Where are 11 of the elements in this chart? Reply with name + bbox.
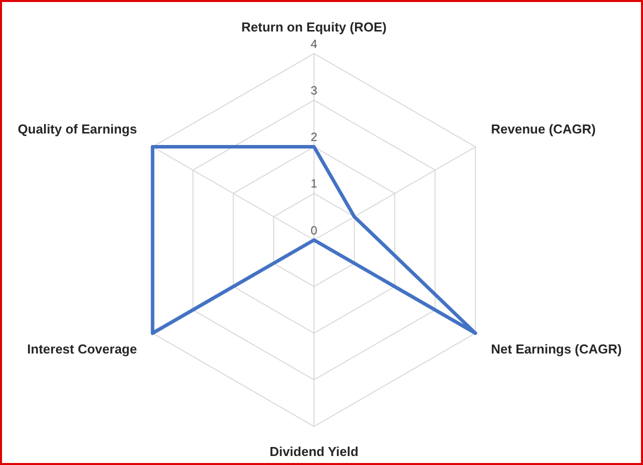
y-tick-label: 0 bbox=[310, 223, 318, 238]
y-tick-label: 1 bbox=[310, 176, 318, 191]
spoke-label: Quality of Earnings bbox=[18, 122, 137, 137]
spoke-label: Dividend Yield bbox=[270, 444, 358, 459]
spoke-label: Net Earnings (CAGR) bbox=[491, 342, 622, 357]
y-tick-label: 3 bbox=[310, 84, 318, 98]
y-tick-label: 4 bbox=[310, 36, 318, 51]
spoke-label: Revenue (CAGR) bbox=[491, 122, 596, 137]
spoke-label: Interest Coverage bbox=[27, 342, 137, 357]
spoke-label: Return on Equity (ROE) bbox=[241, 19, 387, 34]
y-tick-label: 2 bbox=[310, 130, 318, 144]
